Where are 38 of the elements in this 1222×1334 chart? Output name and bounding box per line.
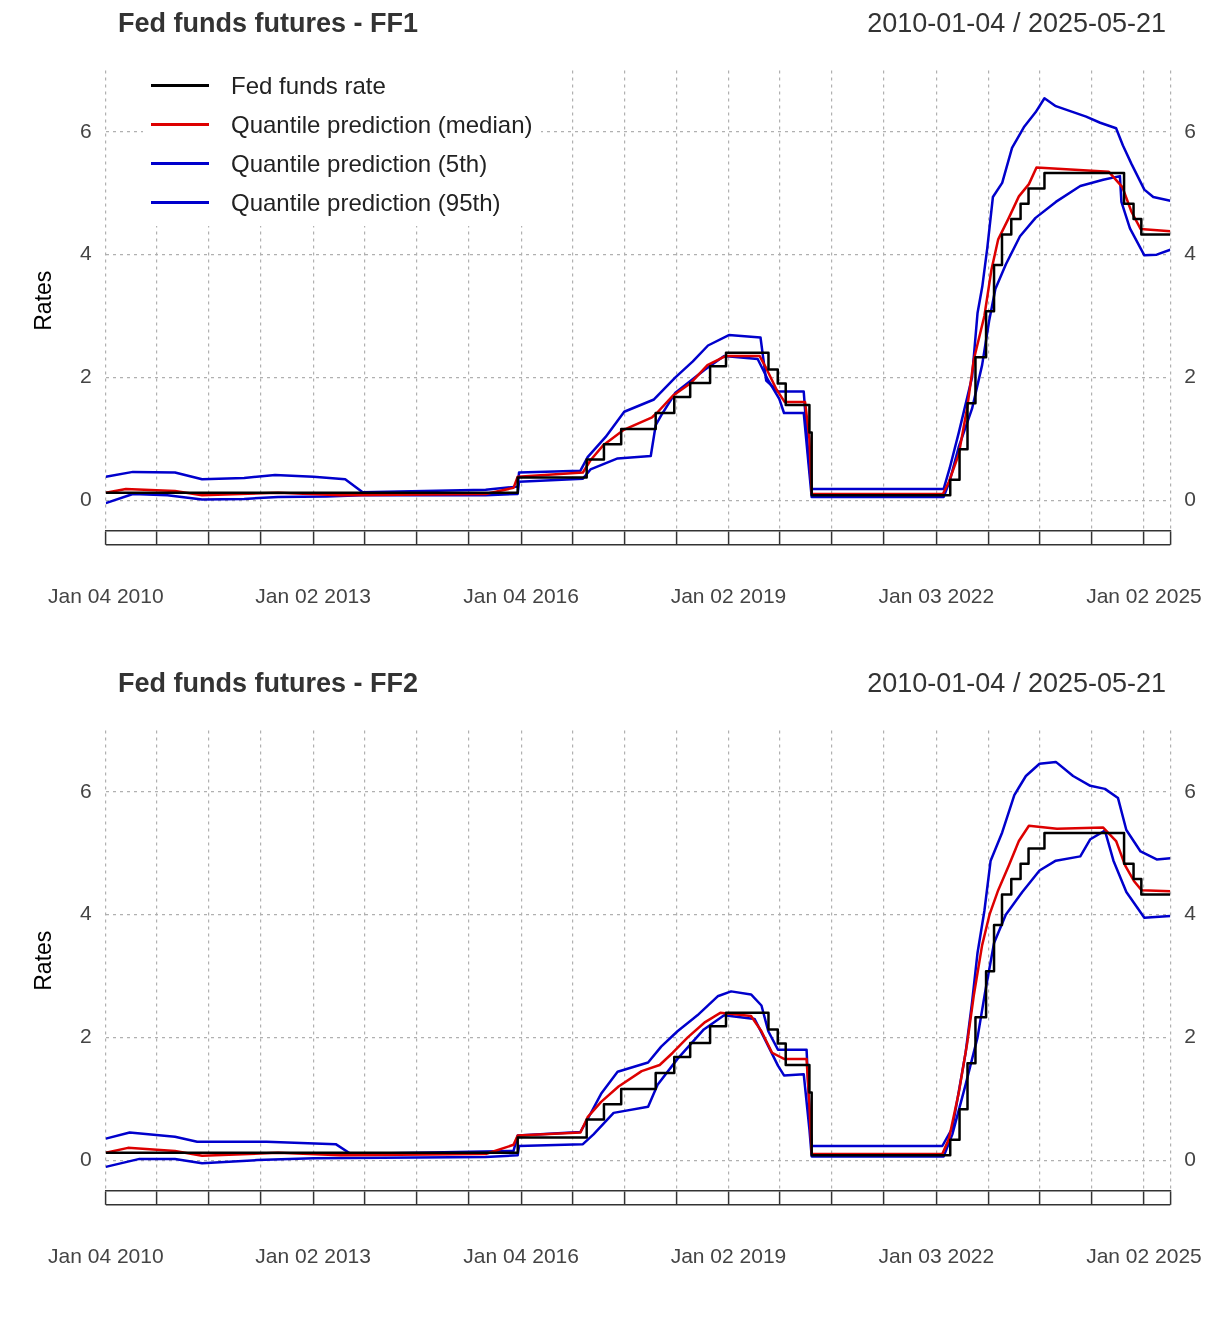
y2-tick-label: 0	[1184, 486, 1197, 510]
x-tick-label: Jan 02 2025	[1086, 1244, 1202, 1268]
y2-tick-label: 6	[1184, 778, 1197, 802]
y-tick-label: 6	[80, 118, 92, 142]
y2-tick-label: 6	[1184, 118, 1197, 142]
x-tick-label: Jan 02 2019	[670, 1244, 787, 1268]
legend-label: Fed funds rate	[231, 71, 386, 100]
y-tick-label: 0	[80, 486, 92, 510]
x-tick-label: Jan 02 2013	[255, 1244, 371, 1268]
y-axis-title: Rates	[29, 930, 56, 991]
x-tick-label: Jan 04 2010	[48, 584, 164, 608]
chart-subtitle: 2010-01-04 / 2025-05-21	[867, 8, 1166, 40]
y2-tick-label: 2	[1184, 1024, 1197, 1048]
legend-label: Quantile prediction (median)	[231, 110, 533, 139]
y-tick-label: 4	[80, 901, 93, 925]
chart-title: Fed funds futures - FF2	[118, 668, 418, 700]
y2-tick-label: 2	[1184, 364, 1197, 388]
y-tick-label: 6	[80, 778, 92, 802]
x-tick-label: Jan 03 2022	[878, 584, 995, 608]
legend-label: Quantile prediction (5th)	[231, 149, 488, 178]
y-tick-label: 4	[80, 241, 93, 265]
y2-tick-label: 4	[1184, 241, 1197, 265]
chart-title: Fed funds futures - FF1	[118, 8, 418, 40]
legend-label: Quantile prediction (95th)	[231, 188, 501, 217]
x-tick-label: Jan 04 2016	[463, 1244, 579, 1268]
chart-subtitle: 2010-01-04 / 2025-05-21	[867, 668, 1166, 700]
y2-tick-label: 0	[1184, 1146, 1197, 1170]
x-tick-label: Jan 02 2019	[670, 584, 787, 608]
x-tick-label: Jan 04 2010	[48, 1244, 164, 1268]
y2-tick-label: 4	[1184, 901, 1197, 925]
y-axis-title: Rates	[29, 270, 56, 331]
x-tick-label: Jan 02 2025	[1086, 584, 1202, 608]
x-tick-label: Jan 03 2022	[878, 1244, 995, 1268]
x-tick-label: Jan 04 2016	[463, 584, 579, 608]
y-tick-label: 2	[80, 364, 92, 388]
x-tick-label: Jan 02 2013	[255, 584, 371, 608]
y-tick-label: 0	[80, 1146, 92, 1170]
y-tick-label: 2	[80, 1024, 92, 1048]
